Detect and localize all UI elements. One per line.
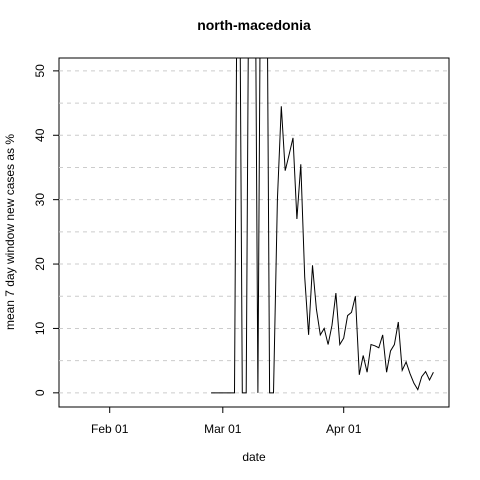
x-axis-label: date	[242, 450, 266, 464]
y-tick-label: 50	[33, 64, 47, 78]
y-tick-label: 0	[33, 389, 47, 396]
chart-title: north-macedonia	[197, 17, 311, 33]
y-tick-label: 10	[33, 321, 47, 335]
data-line	[211, 58, 434, 394]
plot-frame	[58, 57, 450, 408]
y-tick-label: 30	[33, 193, 47, 207]
x-tick-label: Mar 01	[204, 422, 242, 436]
y-axis-label: mean 7 day window new cases as %	[3, 134, 17, 330]
y-tick-label: 40	[33, 128, 47, 142]
x-tick-label: Apr 01	[326, 422, 362, 436]
x-tick-label: Feb 01	[91, 422, 129, 436]
y-tick-label: 20	[33, 257, 47, 271]
